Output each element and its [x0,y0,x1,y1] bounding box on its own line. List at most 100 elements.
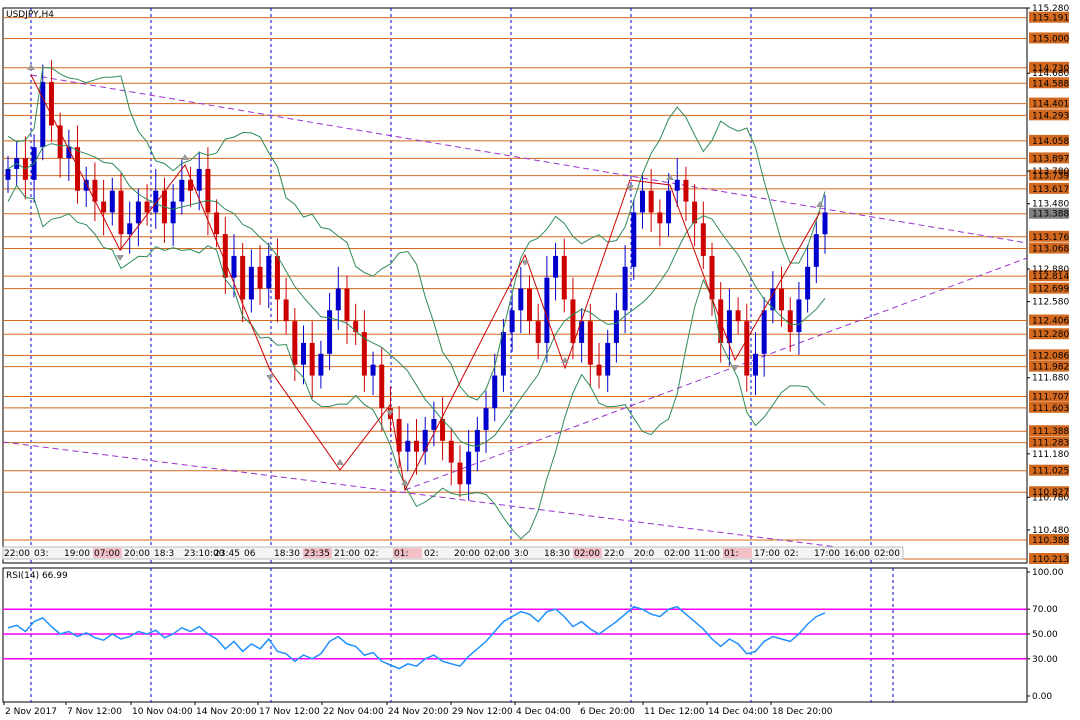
level-label: 114.058 [1032,137,1069,147]
candle-body [622,266,628,311]
fractal-arrow [27,64,35,70]
level-label-bg [1029,314,1069,326]
session-label-bg [573,548,602,558]
level-label: 115.191 [1032,14,1069,24]
fractal-arrow [401,479,409,485]
session-label: 23:10:00 [184,549,225,559]
candle-body [83,179,89,191]
x-axis-label: 7 Nov 12:00 [67,707,122,717]
y-tick-label: 113.480 [1032,200,1069,210]
candle-body [466,451,472,485]
trend-line [404,257,1028,491]
candle-body [127,223,133,235]
candle-body [692,201,698,224]
candle-body [361,332,367,376]
session-label-bg [303,548,332,558]
x-axis-label: 29 Nov 12:00 [452,707,513,717]
level-label: 115.000 [1032,34,1069,44]
candle-body [813,234,819,267]
candle-body [396,419,402,452]
x-axis-label: 4 Dec 04:00 [516,707,571,717]
candle-body [57,125,63,159]
level-label: 113.068 [1032,245,1069,255]
candle-body [414,440,419,452]
candle-body [526,288,532,322]
level-label: 110.213 [1032,555,1069,565]
level-label-bg [1029,425,1069,437]
fractal-arrow [731,365,739,371]
y-tick-label: 111.180 [1032,450,1069,460]
fractal-arrow [561,357,569,363]
candle-body [474,429,480,452]
candle-body [779,288,785,311]
candle-body [457,462,463,485]
candle-body [75,147,81,191]
candle-body [222,234,228,278]
candle-body [683,179,689,202]
candle-body [544,277,550,343]
trend-line [2,441,901,556]
candle-body [405,440,411,452]
level-label: 114.293 [1032,111,1069,121]
fractal-arrow [336,459,344,465]
level-label-bg [1029,77,1069,89]
main-pane-frame [2,7,1028,564]
rsi-tick-label: 50.00 [1032,630,1058,640]
candle-body [579,321,585,343]
candle-body [440,419,446,441]
bollinger-middle [7,143,826,447]
candle-body [135,201,141,224]
level-label-bg [1029,61,1069,73]
candle-body [500,332,506,376]
rsi-tick-label: 30.00 [1032,655,1058,665]
candle-body [170,201,176,224]
level-label-bg [1029,553,1069,564]
fractal-arrow [266,375,274,381]
candle-body [770,288,776,311]
candle-body [283,299,289,322]
candle-body [483,408,489,430]
candle-body [431,419,437,430]
candle-body [318,353,324,376]
level-label-bg [1029,182,1069,194]
session-label-bg [393,548,422,558]
candle-body [292,321,298,365]
candle-body [605,342,611,376]
candle-body [570,299,576,343]
x-axis-label: 10 Nov 04:00 [132,707,193,717]
candle-body [370,364,376,376]
session-label: 22:0 [604,549,624,559]
level-label-bg [1029,349,1069,361]
session-label: 01: [394,549,408,559]
level-label-bg [1029,109,1069,121]
y-tick-label: 114.680 [1032,69,1069,79]
fractal-arrow [666,174,674,180]
candle-body [40,81,46,148]
level-label-bg [1029,11,1069,23]
session-label: 20:00 [124,549,150,559]
level-label: 112.406 [1032,317,1069,327]
x-axis-label: 24 Nov 20:00 [388,707,449,717]
session-label-bg [723,548,752,558]
level-label-bg [1029,97,1069,109]
x-axis-label: 2 Nov 2017 [5,707,57,717]
candle-body [353,321,359,333]
candle-body [787,310,793,333]
level-label-bg [1029,230,1069,242]
candle-body [448,440,454,463]
session-label: 3:0 [514,549,529,559]
candle-body [639,190,645,213]
y-tick-label: 112.580 [1032,298,1069,308]
level-label: 113.739 [1032,172,1069,182]
candle-body [248,266,254,300]
session-label: 16:00 [844,549,870,559]
level-label-bg [1029,270,1069,282]
level-label: 114.730 [1032,64,1069,74]
session-label: 02:00 [484,549,510,559]
level-label: 111.982 [1032,363,1069,373]
x-axis-label: 22 Nov 04:00 [323,707,384,717]
candle-body [422,429,428,452]
rsi-tick-label: 0.00 [1032,692,1052,702]
candle-body [822,212,828,235]
level-label-bg [1029,207,1069,219]
